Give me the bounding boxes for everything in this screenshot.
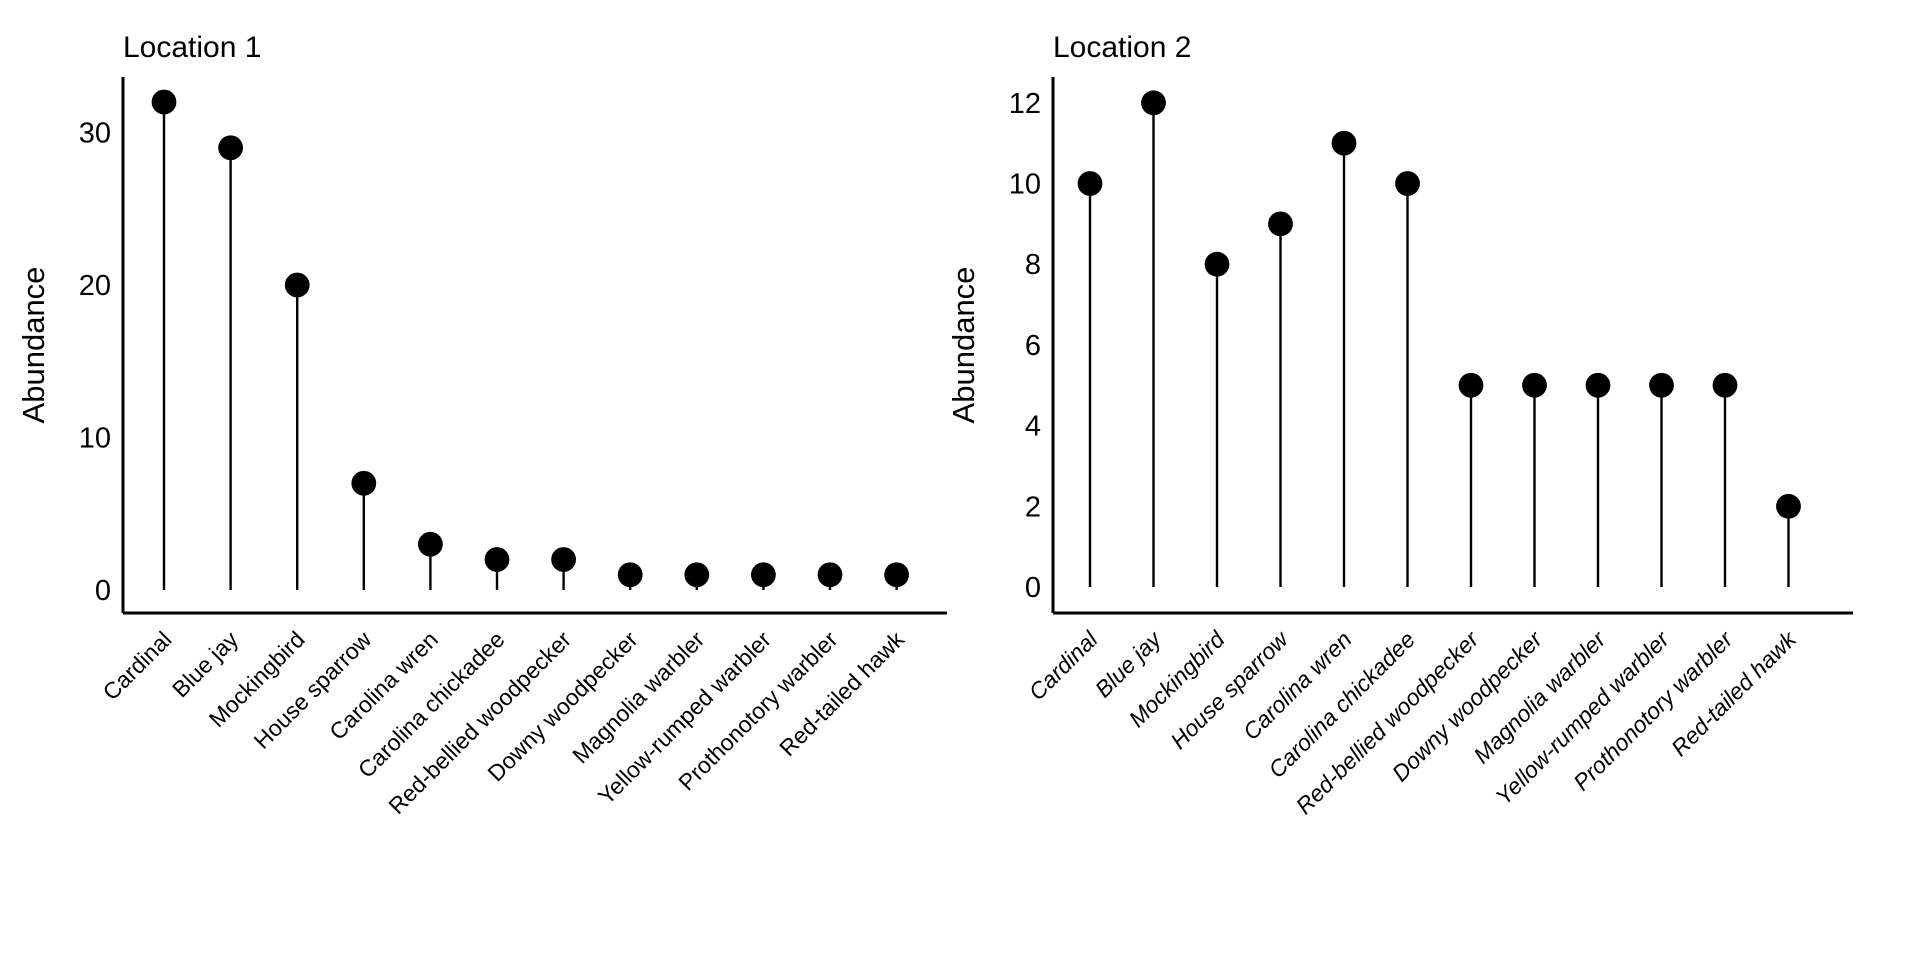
lollipop-point [1585, 372, 1611, 398]
y-tick-label: 4 [1025, 411, 1041, 443]
lollipop-point [484, 547, 510, 572]
lollipop-point [751, 562, 776, 588]
y-tick-label: 2 [1025, 491, 1041, 523]
x-tick-label: Cardinal [98, 626, 177, 705]
panel-location-2: Location 2 Abundance 024681012CardinalBl… [946, 31, 1853, 819]
lollipop-point [1268, 211, 1293, 237]
lollipop-point [1204, 251, 1230, 277]
lollipop-point [684, 562, 710, 588]
lollipop-point [218, 135, 244, 161]
lollipop-point [1712, 372, 1738, 398]
lollipop-point [1458, 372, 1484, 398]
lollipop-point [151, 89, 177, 115]
panel-title: Location 1 [123, 31, 261, 64]
lollipop-point [1522, 372, 1547, 398]
x-tick-label: Red-tailed hawk [774, 626, 909, 761]
lollipop-point [418, 531, 443, 557]
panel-title: Location 2 [1053, 31, 1191, 64]
lollipop-point [1141, 90, 1166, 116]
y-tick-label: 12 [1009, 88, 1041, 120]
y-tick-label: 20 [79, 270, 111, 302]
y-tick-label: 6 [1025, 330, 1041, 362]
y-tick-label: 0 [1025, 572, 1041, 604]
lollipop-point [551, 547, 576, 572]
y-axis-title: Abundance [946, 267, 981, 424]
lollipop-point [1395, 171, 1420, 196]
lollipop-point [1649, 372, 1674, 398]
lollipop-point [884, 562, 909, 588]
lollipop-point [351, 470, 377, 496]
y-tick-label: 10 [79, 423, 111, 455]
panel-location-1: Location 1 Abundance 0102030CardinalBlue… [16, 31, 947, 819]
lollipop-point [817, 562, 843, 588]
lollipop-point [1077, 171, 1103, 196]
lollipop-point [284, 272, 310, 298]
lollipop-point [617, 562, 643, 588]
lollipop-point [1331, 130, 1357, 156]
x-tick-label: Cardinal [1024, 626, 1104, 706]
x-tick-label: House sparrow [249, 626, 377, 754]
lollipop-point [1776, 493, 1801, 519]
y-tick-label: 8 [1025, 249, 1041, 281]
y-tick-label: 30 [79, 118, 111, 150]
y-tick-label: 0 [95, 575, 111, 607]
y-axis-title: Abundance [16, 267, 51, 424]
y-tick-label: 10 [1009, 169, 1041, 201]
